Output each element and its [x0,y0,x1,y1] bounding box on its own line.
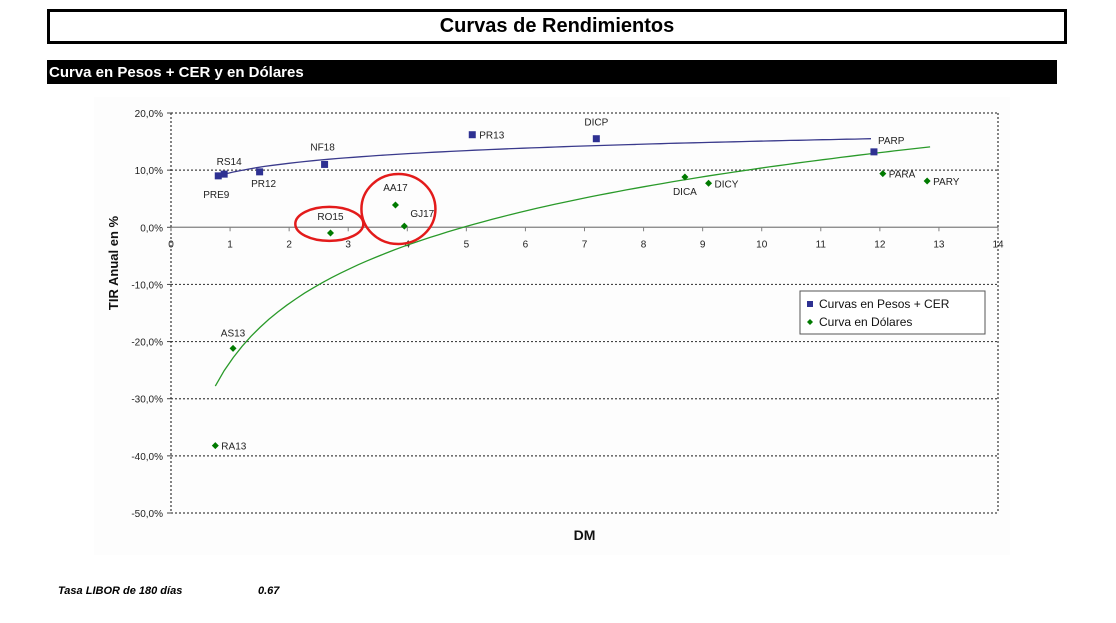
data-point-diamond [391,201,399,209]
data-label-as13: AS13 [221,328,246,339]
chart-svg: 20,0% 10,0% 0,0% -10,0% -20,0% -30,0% -40,0% -5… [106,109,1004,543]
trendline-dolares [214,146,931,387]
data-label-pr13: PR13 [479,131,504,142]
x-tick-label: 3 [345,239,351,250]
data-point-square [220,170,228,178]
x-tick-label: 6 [523,239,529,250]
data-point-diamond [705,179,713,187]
data-label-aa17: AA17 [383,183,408,194]
data-label-pr12: PR12 [251,179,276,190]
data-label-para: PARA [889,170,916,181]
data-label-pary: PARY [933,177,960,188]
data-label-parp: PARP [878,136,905,147]
legend-label-pesos-cer: Curvas en Pesos + CER [819,297,950,311]
yield-curve-chart: 20,0% 10,0% 0,0% -10,0% -20,0% -30,0% -40,0% -5… [94,97,1010,555]
data-label-dicy: DICY [715,179,739,190]
x-tick-label: 5 [464,239,470,250]
data-label-ra13: RA13 [221,442,246,453]
x-tick-label: 11 [816,239,827,250]
y-tick-label: -40,0% [131,452,163,463]
data-point-square [321,160,329,168]
x-axis-title: DM [574,527,596,543]
y-tick-label: 10,0% [135,166,163,177]
data-point-diamond [211,442,219,450]
libor-value: 0.67 [258,585,280,597]
annotation-circle-ro15 [294,205,365,243]
x-tick-label: 1 [227,239,233,250]
x-tick-label: 0 [168,239,174,250]
data-label-dicp: DICP [584,118,608,129]
data-label-dica: DICA [673,187,697,198]
data-point-square [214,172,222,180]
data-point-square [870,148,878,156]
data-label-rs14: RS14 [217,157,242,168]
x-tick-label: 10 [756,239,768,250]
y-tick-label: 0,0% [140,223,163,234]
y-tick-label: -30,0% [131,395,163,406]
data-point-diamond [681,173,689,181]
y-tick-label: -10,0% [131,280,163,291]
legend-label-dolares: Curva en Dólares [819,315,912,329]
legend-marker-pesos-cer [807,301,813,307]
data-point-square [592,135,600,143]
x-tick-label: 2 [286,239,292,250]
data-point-diamond [879,170,887,178]
data-label-nf18: NF18 [310,142,335,153]
trendline-pesos-cer [224,138,872,175]
data-point-square [256,168,264,176]
legend-marker-dolares [807,319,813,325]
annotation-circle-aa17-gj17 [360,172,437,246]
data-label-ro15: RO15 [317,212,344,223]
data-label-pre9: PRE9 [203,190,230,201]
data-point-diamond [326,229,334,237]
legend-box [799,290,986,335]
x-tick-label: 13 [933,239,945,250]
data-point-square [468,131,476,139]
page-title: Curvas de Rendimientos [47,9,1067,44]
x-tick-label: 12 [874,239,886,250]
y-axis-title: TIR Anual en % [106,215,121,310]
y-tick-label: 20,0% [135,109,163,120]
libor-label: Tasa LIBOR de 180 días [58,585,183,597]
x-tick-label: 7 [582,239,588,250]
x-tick-label: 9 [700,239,706,250]
x-tick-label: 14 [992,239,1004,250]
data-point-diamond [923,177,931,185]
data-point-diamond [229,344,237,352]
section-header: Curva en Pesos + CER y en Dólares [47,60,1057,84]
data-label-gj17: GJ17 [410,209,434,220]
y-tick-label: -50,0% [131,509,163,520]
x-tick-label: 8 [641,239,647,250]
y-tick-label: -20,0% [131,338,163,349]
data-point-diamond [400,222,408,230]
